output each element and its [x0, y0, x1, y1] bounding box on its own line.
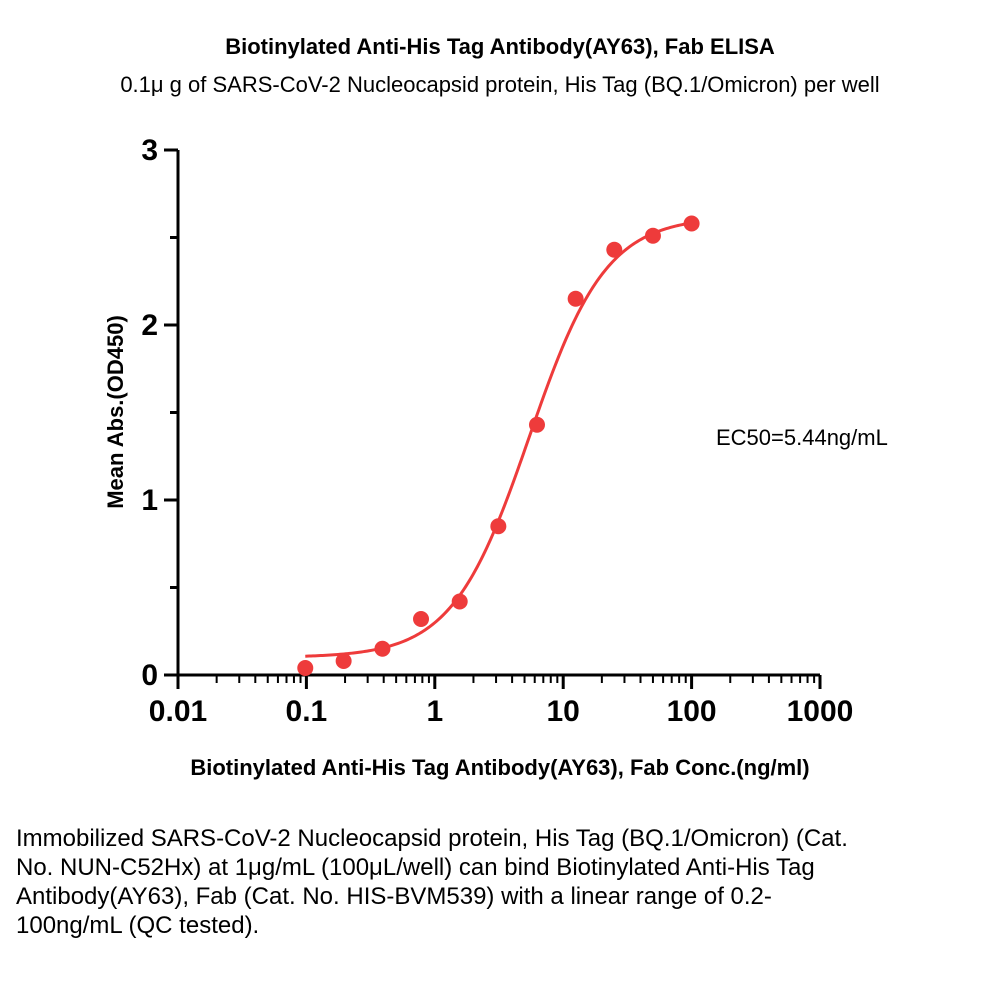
ec50-annotation: EC50=5.44ng/mL	[716, 425, 888, 450]
data-point	[413, 611, 430, 627]
data-point	[644, 227, 661, 244]
x-tick-label: 0.1	[286, 695, 328, 728]
y-tick-label: 3	[141, 134, 158, 167]
data-points	[297, 215, 700, 676]
x-tick-label: 1	[426, 695, 443, 728]
ticks: 0 1 2 3 0.01 0.1 1 10 100 1000	[141, 134, 853, 728]
data-point	[374, 640, 391, 657]
y-tick-label: 0	[141, 659, 158, 692]
y-tick-label: 2	[141, 309, 158, 342]
x-tick-label: 0.01	[149, 695, 207, 728]
data-point	[528, 416, 545, 433]
chart-title: Biotinylated Anti-His Tag Antibody(AY63)…	[225, 34, 775, 59]
data-point	[451, 593, 468, 610]
x-tick-label: 1000	[787, 695, 854, 728]
elisa-chart: 0 1 2 3 0.01 0.1 1 10 100 1000 Mean Abs.(OD450) B…	[103, 134, 888, 780]
data-point	[567, 290, 584, 307]
fit-curve	[305, 221, 692, 658]
x-axis-label: Biotinylated Anti-His Tag Antibody(AY63)…	[190, 755, 809, 780]
x-tick-label: 100	[667, 695, 717, 728]
axes	[176, 150, 820, 677]
y-tick-label: 1	[141, 484, 158, 517]
x-tick-label: 10	[547, 695, 580, 728]
chart-subtitle: 0.1μ g of SARS-CoV-2 Nucleocapsid protei…	[120, 72, 880, 97]
caption: Immobilized SARS-CoV-2 Nucleocapsid prot…	[16, 825, 848, 939]
data-point	[683, 215, 700, 232]
data-point	[490, 518, 507, 535]
data-point	[297, 660, 314, 676]
y-axis-label: Mean Abs.(OD450)	[103, 315, 128, 509]
data-point	[606, 241, 623, 258]
data-point	[335, 653, 352, 669]
